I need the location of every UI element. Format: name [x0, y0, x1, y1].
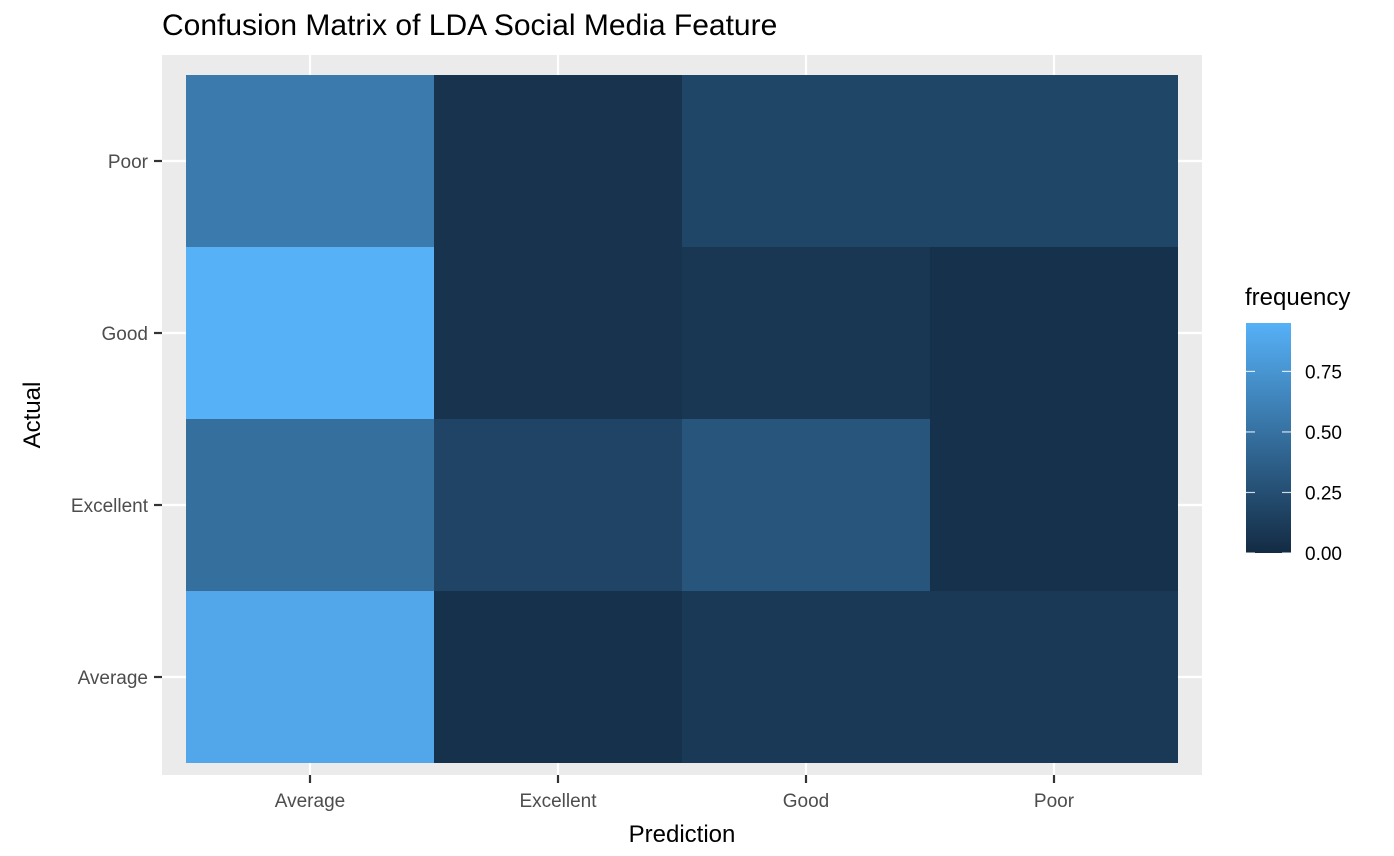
- heatmap-cell: [682, 419, 930, 591]
- heatmap-cell: [930, 419, 1178, 591]
- y-axis-title: Actual: [19, 382, 46, 449]
- heatmap-cells: [186, 75, 1178, 763]
- heatmap-cell: [434, 419, 682, 591]
- heatmap-cell: [930, 591, 1178, 763]
- heatmap-cell: [682, 247, 930, 419]
- chart-title: Confusion Matrix of LDA Social Media Fea…: [162, 9, 777, 42]
- y-tick-label: Excellent: [71, 496, 149, 517]
- heatmap-cell: [186, 591, 434, 763]
- x-tick-label: Poor: [1034, 791, 1075, 812]
- legend-colorbar: [1246, 323, 1291, 553]
- heatmap-cell: [682, 75, 930, 247]
- x-tick-label: Excellent: [519, 791, 597, 812]
- heatmap-cell: [186, 419, 434, 591]
- axes: Average Excellent Good Poor Average Excellent…: [71, 152, 1075, 812]
- legend: frequency 0.00 0.25 0.50 0.75: [1245, 284, 1350, 565]
- heatmap-cell: [186, 247, 434, 419]
- y-tick-label: Poor: [108, 152, 149, 173]
- legend-tick-label: 0.00: [1305, 544, 1342, 565]
- legend-title: frequency: [1245, 284, 1350, 311]
- heatmap-cell: [434, 75, 682, 247]
- heatmap-cell: [434, 591, 682, 763]
- legend-tick-label: 0.50: [1305, 423, 1342, 444]
- legend-tick-label: 0.75: [1305, 362, 1342, 383]
- x-tick-label: Average: [275, 791, 345, 812]
- y-tick-label: Good: [102, 324, 148, 345]
- heatmap-cell: [434, 247, 682, 419]
- heatmap-cell: [930, 75, 1178, 247]
- heatmap-cell: [930, 247, 1178, 419]
- heatmap-cell: [186, 75, 434, 247]
- legend-ticks: 0.00 0.25 0.50 0.75: [1246, 362, 1342, 565]
- x-axis-title: Prediction: [629, 821, 736, 848]
- heatmap-cell: [682, 591, 930, 763]
- x-tick-label: Good: [783, 791, 829, 812]
- y-tick-label: Average: [78, 668, 148, 689]
- legend-tick-label: 0.25: [1305, 483, 1342, 504]
